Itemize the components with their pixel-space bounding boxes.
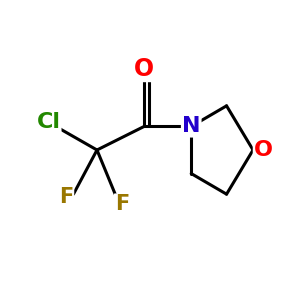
Text: F: F xyxy=(59,187,73,207)
Text: O: O xyxy=(254,140,273,160)
Text: F: F xyxy=(115,194,129,214)
Text: Cl: Cl xyxy=(36,112,60,132)
Text: O: O xyxy=(134,57,154,81)
Text: N: N xyxy=(182,116,200,136)
